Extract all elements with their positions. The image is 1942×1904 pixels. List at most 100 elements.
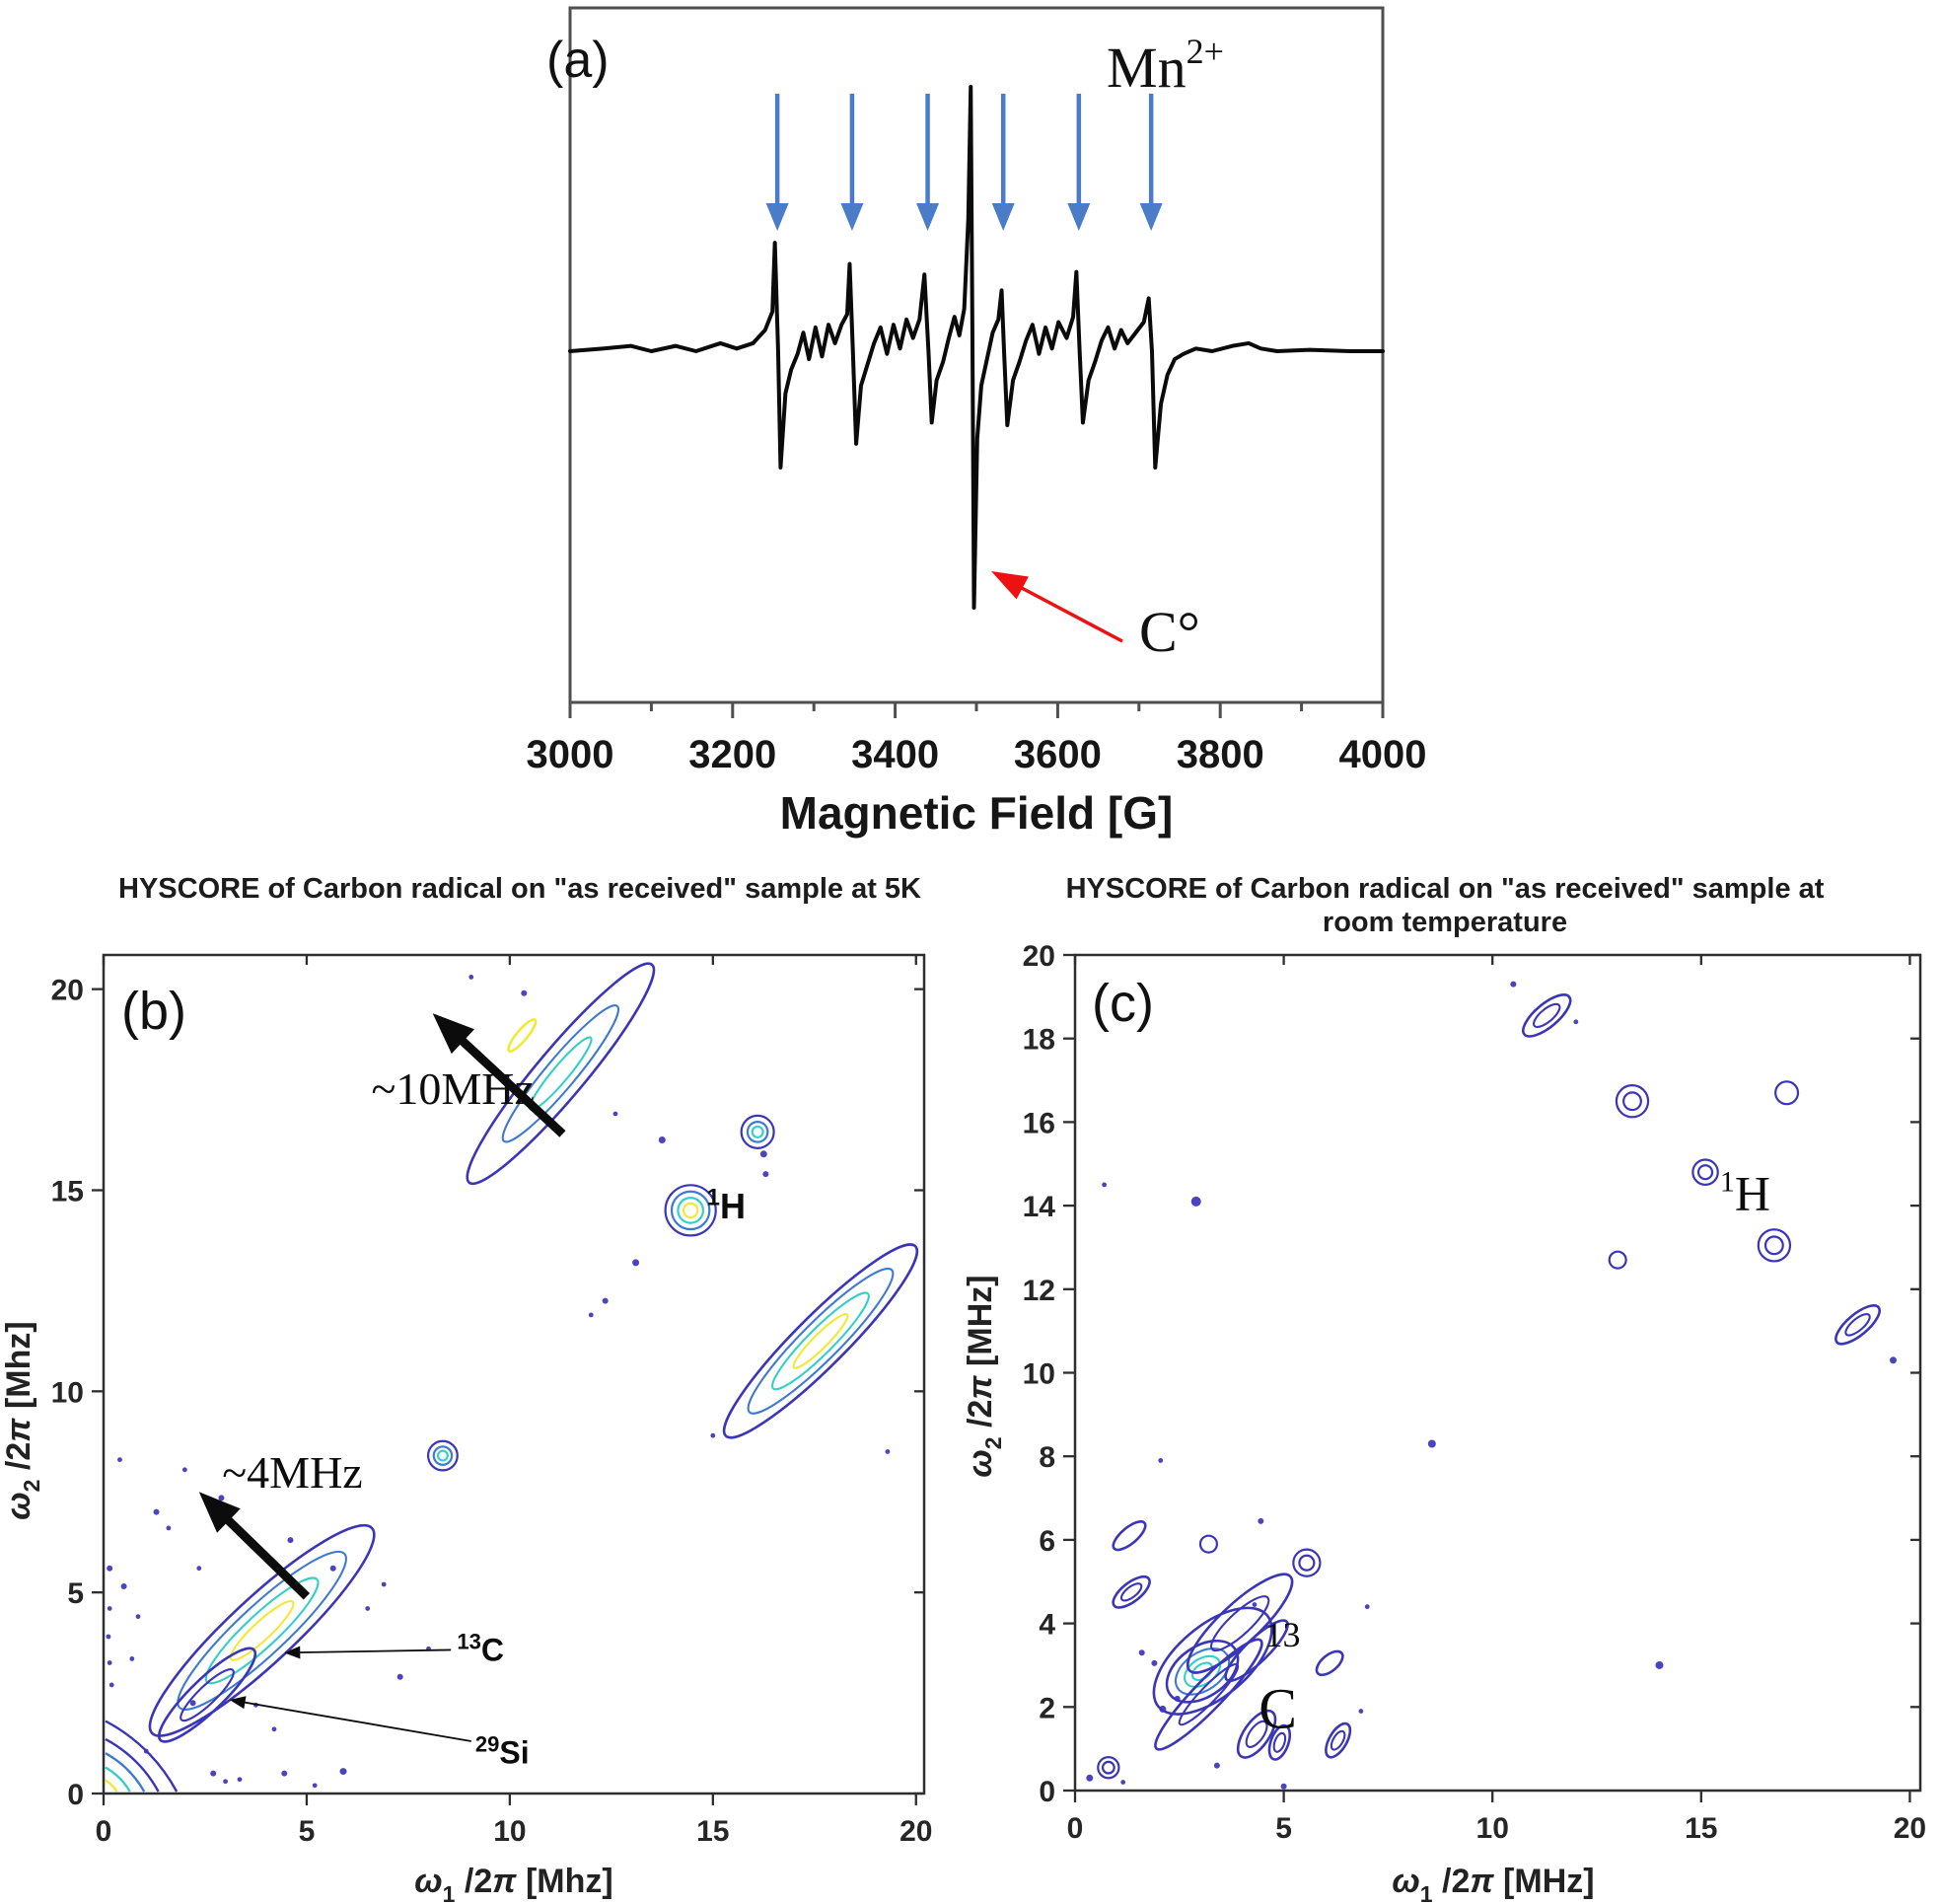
panel-b-tag: (b)	[121, 982, 186, 1041]
panel-a-border	[568, 6, 1385, 704]
isotope-superscript: 13	[457, 1629, 480, 1653]
y-tick-label: 18	[1023, 1024, 1055, 1057]
mn-arrow-head	[840, 203, 864, 231]
contour-ridge	[1112, 1574, 1151, 1609]
fat-arrow-shaft	[213, 1505, 311, 1600]
contour-ridge	[1245, 1720, 1268, 1748]
contour-spot	[1097, 1756, 1120, 1780]
thin-arrow-shaft	[238, 1700, 471, 1742]
panel-a-tick-label: 4000	[1339, 733, 1427, 776]
corner-blob-contour	[105, 1779, 118, 1793]
contour-speck	[107, 1565, 113, 1572]
contour-speck	[1573, 1019, 1579, 1025]
contour-speck	[1358, 1709, 1364, 1714]
contour-speck	[287, 1537, 294, 1544]
corner-blob-contour	[105, 1766, 131, 1793]
annotation-isotope-label: 1H	[707, 1184, 746, 1226]
label-unit: [Mhz]	[517, 1863, 613, 1900]
contour-spot	[1198, 1534, 1218, 1554]
y-tick-label: 15	[51, 1175, 84, 1208]
contour-features	[105, 962, 919, 1793]
x-tick-label: 5	[299, 1815, 316, 1848]
panel-c-title: HYSCORE of Carbon radical on "as receive…	[1065, 873, 1825, 939]
c-radical-arrow-shaft	[1019, 585, 1123, 643]
contour-speck	[1510, 981, 1517, 988]
contour-speck	[166, 1525, 172, 1531]
contour-ridge	[229, 1599, 295, 1661]
contour-speck	[612, 1111, 618, 1117]
panel-a-xaxis-label: Magnetic Field [G]	[780, 787, 1174, 839]
contour-speck	[365, 1606, 371, 1611]
contour-speck	[1158, 1458, 1164, 1463]
contour-ridge	[1325, 1721, 1352, 1759]
contour-spot	[746, 1121, 769, 1143]
contour-ridge	[1210, 1595, 1270, 1652]
panel-a-tick-label: 3400	[851, 733, 939, 776]
contour-speck	[381, 1581, 387, 1587]
contour-speck	[117, 1457, 122, 1463]
y-tick-label: 14	[1023, 1191, 1056, 1223]
epr-plot-generated: 3000 3200 3400 3600 3800 4000	[527, 6, 1427, 776]
panel-b-title: HYSCORE of Carbon radical on "as receive…	[118, 873, 921, 905]
contour-spot	[426, 1439, 459, 1472]
mn-arrow-head	[1139, 203, 1163, 231]
y-tick-label: 2	[1039, 1692, 1055, 1724]
x-tick-label: 10	[493, 1815, 526, 1848]
contour-ridge	[1119, 1582, 1143, 1602]
contour-spot	[682, 1202, 699, 1219]
label-unit: [MHz]	[1494, 1863, 1595, 1900]
y-tick-label: 8	[1039, 1441, 1055, 1474]
tick-marks	[92, 955, 924, 1805]
pi-symbol: π	[962, 1375, 999, 1400]
isotope-superscript: 1	[707, 1184, 720, 1210]
x-tick-label: 20	[1894, 1812, 1926, 1845]
contour-speck	[210, 1770, 217, 1777]
contour-spot	[677, 1197, 705, 1224]
contour-spot	[1774, 1080, 1800, 1106]
omega-symbol: ω	[414, 1863, 442, 1900]
contour-speck	[106, 1634, 111, 1640]
contour-spot	[1757, 1228, 1792, 1263]
contour-speck	[885, 1449, 891, 1454]
thin-arrow-head	[229, 1696, 247, 1710]
contour-speck	[181, 1467, 187, 1473]
hyscore-5k-generated: ~10MHz ~4MHz 1H 13C 29Si 0 5 10 15 20 0 5 10 15 20	[51, 953, 932, 1848]
contour-spot	[751, 1125, 764, 1138]
contour-ridge	[771, 1291, 870, 1391]
x-tick-label: 15	[1685, 1812, 1717, 1845]
y-tick-label: 6	[1039, 1525, 1055, 1558]
panel-b-yaxis-label: ω2 /2π [Mhz]	[0, 1321, 44, 1519]
contour-speck	[1655, 1660, 1664, 1669]
contour-ridge	[1165, 1639, 1240, 1704]
label-fraction: /2	[0, 1442, 37, 1480]
label-fraction: /2	[455, 1863, 492, 1900]
contour-speck	[396, 1673, 403, 1680]
corner-blob-contour	[105, 1720, 179, 1793]
contour-speck	[1086, 1774, 1094, 1782]
contour-speck	[120, 1583, 127, 1590]
isotope-base: H	[720, 1186, 746, 1226]
contour-spot	[1292, 1548, 1322, 1577]
c-radical-label: C°	[1139, 600, 1200, 664]
x-tick-label: 20	[899, 1815, 932, 1848]
panel-a-tick-label: 3800	[1177, 733, 1264, 776]
x-tick-label: 0	[1067, 1812, 1084, 1845]
contour-spot	[1101, 1760, 1115, 1775]
contour-ridge	[157, 1647, 257, 1743]
pi-symbol: π	[1470, 1863, 1494, 1900]
panel-a-x-ticks	[568, 702, 1385, 718]
contour-ridge	[466, 962, 656, 1186]
panel-c-tag: (c)	[1092, 974, 1154, 1033]
y-tick-label: 4	[1039, 1609, 1055, 1642]
contour-speck	[153, 1508, 160, 1515]
contour-ridge	[792, 1312, 849, 1369]
contour-ridge	[722, 1243, 919, 1439]
annotation-text: 13	[1265, 1615, 1301, 1654]
x-tick-label: 10	[1476, 1812, 1509, 1845]
contour-speck	[196, 1566, 202, 1572]
panel-a-epr-spectrum: 3000 3200 3400 3600 3800 4000 (a) Mn2+ C° Mag…	[527, 6, 1427, 839]
contour-spot	[1298, 1554, 1316, 1572]
contour-speck	[237, 1777, 243, 1783]
contour-speck	[468, 975, 474, 980]
